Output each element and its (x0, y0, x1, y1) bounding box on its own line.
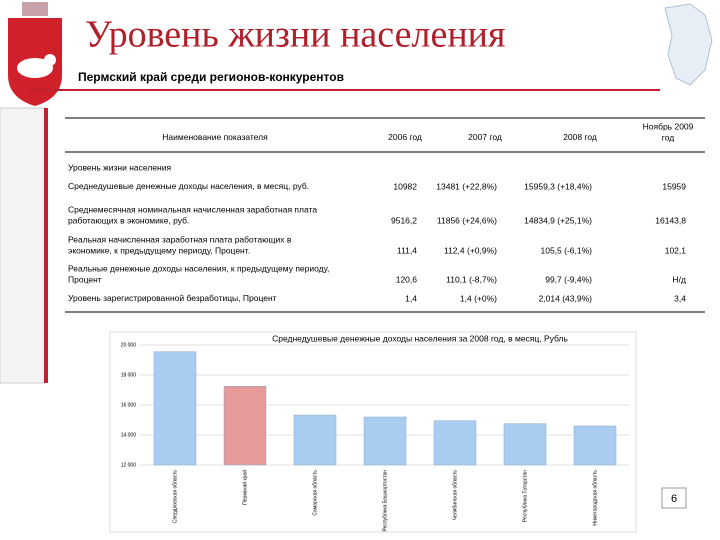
y-tick-label: 20 000 (121, 342, 137, 348)
section-label: Уровень жизни населения (68, 162, 171, 172)
table: Наименование показателя 2006 год 2007 год 2… (65, 117, 705, 313)
x-tick-label: Самарская область (312, 470, 318, 516)
row-label: Среднемесячная номинальная начисленная з… (68, 205, 317, 226)
cell: 110,1 (-8,7%) (446, 274, 497, 284)
title: Уровень жизни населения (85, 14, 505, 56)
cell: 14834,9 (+25,1%) (524, 215, 592, 225)
cell: 3,4 (674, 293, 686, 303)
column-header: 2008 год (563, 132, 597, 142)
cell: 112,4 (+0,9%) (444, 245, 497, 255)
cell: 9516,2 (391, 215, 417, 225)
bar (293, 414, 337, 466)
cell: 15959 (662, 181, 686, 191)
cell: 105,5 (-6,1%) (541, 245, 593, 255)
row-label: Уровень зарегистрированной безработицы, … (68, 293, 277, 303)
bar (433, 420, 477, 466)
side-accent (44, 108, 48, 383)
x-tick-label: Свердловская область (172, 470, 178, 524)
cell: 2,014 (43,9%) (539, 293, 593, 303)
chart: 12 000 14 000 16 000 18 000 20 000 Свердловск… (121, 342, 630, 532)
cell: 11856 (+24,6%) (437, 215, 497, 225)
x-tick-label: Пермский край (241, 470, 248, 505)
cell: 1,4 (+0%) (460, 293, 497, 303)
x-tick-label: Республика Татарстан (522, 470, 528, 522)
page-number: 6 (671, 493, 677, 505)
cell: 13481 (+22,8%) (436, 181, 497, 191)
column-header: Ноябрь 2009 год (643, 122, 694, 143)
row-label: Среднедушевые денежные доходы населения,… (68, 181, 309, 191)
cell: 120,6 (396, 274, 418, 284)
y-tick-label: 18 000 (121, 372, 137, 378)
y-tick-label: 16 000 (121, 402, 137, 408)
row-label: Реальная начисленная заработная плата ра… (68, 235, 292, 256)
bar (223, 386, 267, 466)
y-tick-label: 12 000 (121, 462, 137, 468)
column-header: 2007 год (468, 132, 502, 142)
cell: 1,4 (405, 293, 417, 303)
x-tick-label: Республика Башкортостан (382, 470, 388, 532)
cell: 10982 (393, 181, 417, 191)
cell: 16143,8 (655, 215, 686, 225)
bar (573, 425, 617, 466)
bar (363, 416, 407, 466)
x-tick-label: Нижегородская область (592, 470, 598, 526)
coat-of-arms (8, 2, 62, 106)
y-tick-label: 14 000 (121, 432, 137, 438)
x-tick-label: Челябинская область (452, 470, 458, 521)
bar (503, 423, 547, 466)
subtitle: Пермский край среди регионов-конкурентов (78, 70, 344, 84)
cell: 102,1 (665, 245, 687, 255)
page-number-box (661, 487, 687, 509)
bar (153, 351, 197, 466)
column-header: Наименование показателя (162, 132, 268, 142)
cell: 15959,3 (+18,4%) (524, 181, 592, 191)
row-label: Реальные денежные доходы населения, к пр… (68, 264, 329, 285)
cell: 99,7 (-9,4%) (545, 274, 592, 284)
chart-title: Среднедушевые денежные доходы населения … (272, 333, 568, 343)
column-header: 2006 год (388, 132, 422, 142)
cell: 111,4 (397, 245, 417, 255)
cell: Н/д (673, 274, 687, 284)
side-strip (0, 107, 47, 384)
region-map (664, 3, 713, 86)
